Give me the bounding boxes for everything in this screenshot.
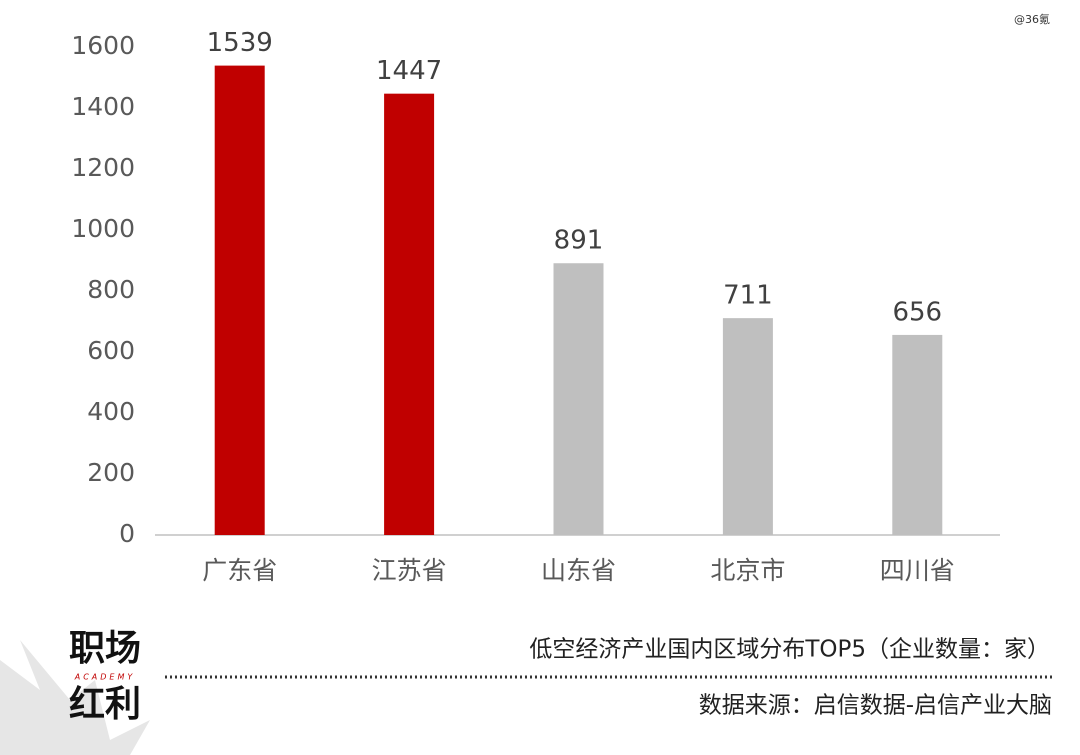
- bar: [553, 263, 604, 535]
- value-label: 1447: [376, 56, 442, 86]
- value-label: 1539: [207, 28, 273, 58]
- y-tick-label: 400: [87, 397, 135, 426]
- x-tick-label: 北京市: [710, 556, 785, 585]
- y-tick-label: 1200: [71, 153, 135, 182]
- logo-tag: ACADEMY: [74, 673, 136, 682]
- y-tick-label: 0: [119, 519, 135, 548]
- y-tick-label: 1400: [71, 92, 135, 121]
- logo-decoration: [0, 640, 150, 755]
- y-tick-label: 800: [87, 275, 135, 304]
- y-tick-label: 200: [87, 458, 135, 487]
- value-label: 656: [892, 297, 942, 327]
- y-tick-label: 1600: [71, 31, 135, 60]
- logo-line2: 红利: [69, 684, 141, 725]
- watermark: @36氪: [1014, 12, 1050, 26]
- bar: [384, 93, 435, 535]
- y-tick-label: 600: [87, 336, 135, 365]
- bar: [214, 65, 265, 535]
- value-label: 891: [554, 226, 604, 256]
- x-tick-label: 广东省: [202, 556, 277, 585]
- source: 数据来源：启信数据-启信产业大脑: [699, 693, 1052, 719]
- bar: [722, 318, 773, 535]
- x-tick-label: 山东省: [541, 556, 616, 585]
- x-tick-label: 江苏省: [372, 556, 447, 585]
- x-tick-label: 四川省: [880, 556, 955, 585]
- logo-line1: 职场: [69, 628, 141, 669]
- value-label: 711: [723, 281, 773, 311]
- bar: [892, 334, 943, 535]
- chart-title: 低空经济产业国内区域分布TOP5（企业数量：家）: [529, 637, 1050, 663]
- y-tick-label: 1000: [71, 214, 135, 243]
